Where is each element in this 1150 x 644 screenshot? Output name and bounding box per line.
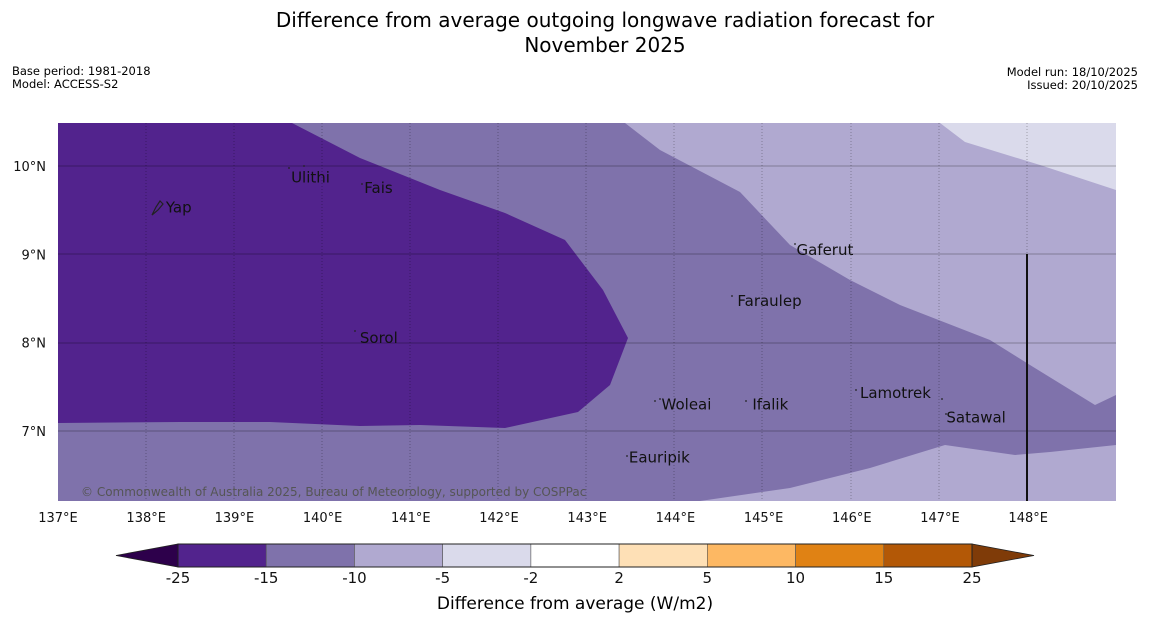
lat-tick-label: 10°N [13, 160, 46, 175]
place-label: Lamotrek [860, 384, 931, 402]
lat-tick-label: 7°N [22, 425, 47, 440]
colorbar-tick: 25 [962, 569, 981, 587]
colorbar-tick: -25 [166, 569, 191, 587]
colorbar-swatch [883, 543, 973, 568]
colorbar-swatch [354, 543, 443, 568]
place-label: Woleai [662, 395, 712, 413]
lon-tick-label: 138°E [126, 511, 166, 526]
colorbar-tick: -2 [523, 569, 538, 587]
lon-tick-label: 143°E [567, 511, 607, 526]
lon-tick-label: 141°E [391, 511, 431, 526]
colorbar-tick: -10 [342, 569, 367, 587]
colorbar-swatch [530, 543, 620, 568]
place-label: Yap [165, 199, 192, 217]
island-marks [151, 165, 947, 457]
place-label: Sorol [360, 329, 398, 347]
base-period: Base period: 1981-2018 [12, 64, 151, 78]
lat-tick-label: 8°N [22, 337, 47, 352]
lon-tick-label: 146°E [832, 511, 872, 526]
colorbar-tick: -15 [254, 569, 279, 587]
colorbar-tick: 15 [874, 569, 893, 587]
title-line-1: Difference from average outgoing longwav… [275, 8, 935, 32]
colorbar-swatch [618, 543, 708, 568]
colorbar-label: Difference from average (W/m2) [436, 594, 714, 614]
place-label: Gaferut [796, 241, 853, 259]
colorbar-swatch [795, 543, 885, 568]
place-label: Fais [364, 179, 393, 197]
lon-tick-label: 144°E [656, 511, 696, 526]
colorbar-swatch [265, 543, 355, 568]
colorbar-tick: 5 [703, 569, 713, 587]
colorbar-swatch [707, 543, 796, 568]
lat-tick-label: 9°N [22, 248, 47, 263]
base-info: Base period: 1981-2018 Model: ACCESS-S2 [12, 65, 151, 91]
copyright-notice: © Commonwealth of Australia 2025, Bureau… [81, 485, 586, 499]
map-title: Difference from average outgoing longwav… [0, 8, 1150, 58]
colorbar-swatch [177, 543, 267, 568]
colorbar-swatch [442, 543, 532, 568]
colorbar-max-extend [971, 543, 1035, 568]
colorbar [115, 543, 1035, 568]
lat-tick-labels: 10°N 9°N 8°N 7°N [13, 160, 46, 440]
lon-tick-label: 147°E [920, 511, 960, 526]
title-line-2: November 2025 [524, 33, 686, 57]
place-label: Satawal [946, 409, 1005, 427]
lon-tick-label: 139°E [215, 511, 255, 526]
model-run: Model run: 18/10/2025 [1006, 65, 1138, 79]
place-labels: Yap Ulithi Fais Sorol Gaferut Faraulep Woleai I… [165, 168, 1006, 466]
place-label: Eauripik [629, 448, 690, 466]
place-label: Ulithi [291, 168, 330, 186]
colorbar-tick: 2 [614, 569, 624, 587]
lat-gridlines [58, 165, 1116, 432]
colorbar-min-extend [115, 543, 179, 568]
place-label: Ifalik [752, 395, 788, 413]
lon-tick-label: 145°E [744, 511, 784, 526]
run-info: Model run: 18/10/2025 Issued: 20/10/2025 [1007, 66, 1138, 92]
colorbar-tick: -5 [435, 569, 450, 587]
lon-tick-labels: 137°E 138°E 139°E 140°E 141°E 142°E 143°E 144°E… [38, 511, 1048, 526]
lon-tick-label: 142°E [479, 511, 519, 526]
place-label: Faraulep [737, 292, 801, 310]
map-area[interactable]: Yap Ulithi Fais Sorol Gaferut Faraulep Woleai I… [58, 123, 1116, 501]
lon-tick-label: 148°E [1008, 511, 1048, 526]
colorbar-tick-labels: -25 -15 -10 -5 -2 2 5 10 15 25 [166, 569, 982, 587]
lon-tick-label: 140°E [303, 511, 343, 526]
colorbar-tick: 10 [786, 569, 805, 587]
model-name: Model: ACCESS-S2 [12, 77, 119, 91]
band-lt-minus15 [58, 123, 628, 428]
lon-tick-label: 137°E [38, 511, 78, 526]
band-minus5-minus2 [940, 123, 1116, 190]
issued-date: Issued: 20/10/2025 [1027, 78, 1138, 92]
colorbar-frame [177, 543, 973, 568]
